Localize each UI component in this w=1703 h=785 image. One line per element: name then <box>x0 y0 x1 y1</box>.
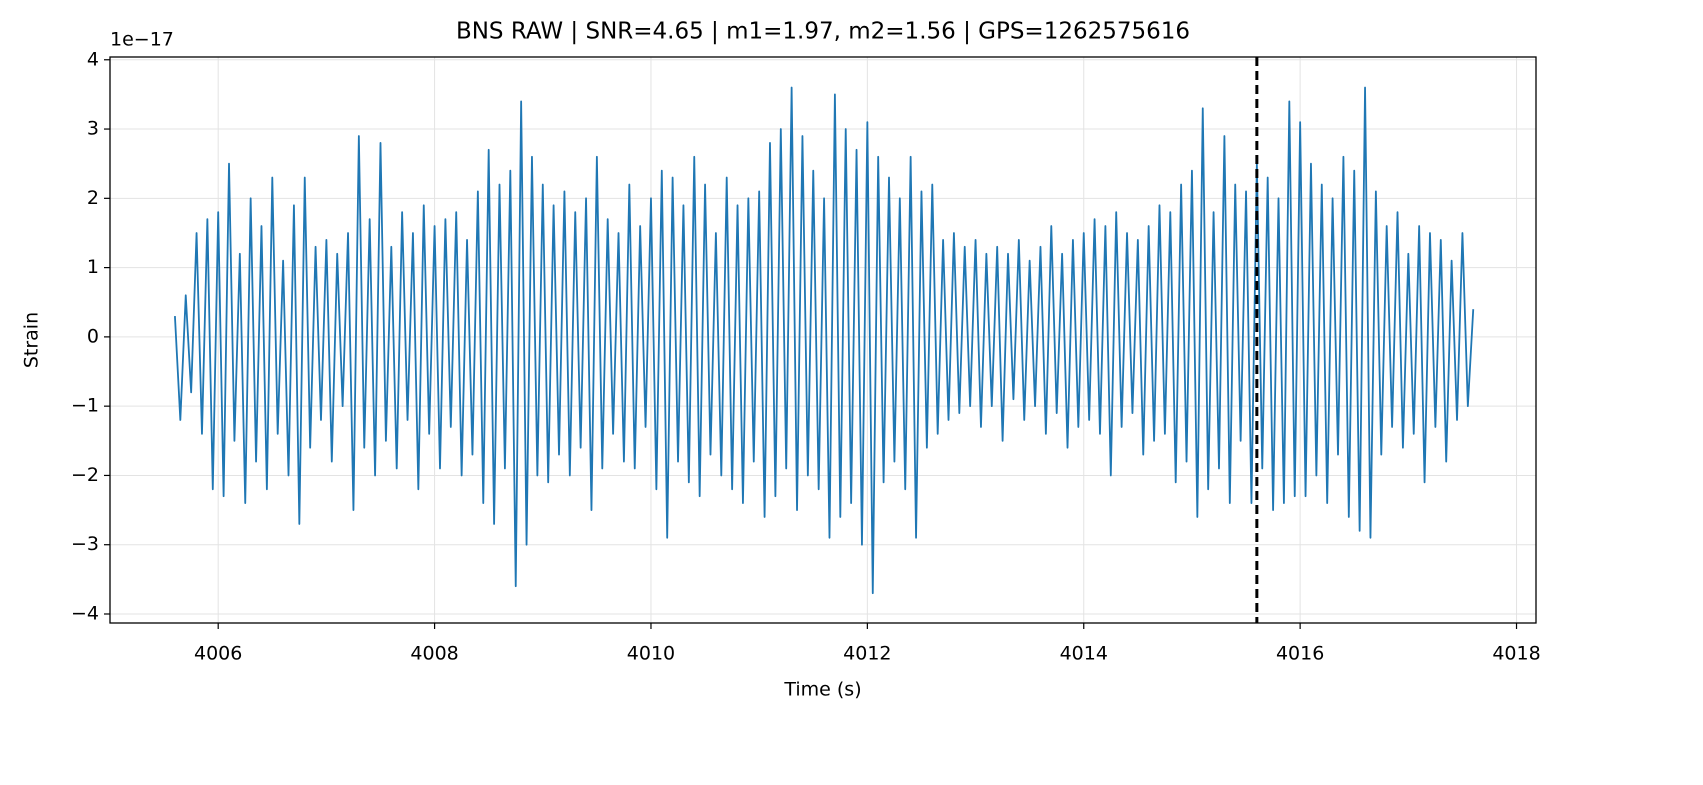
x-tick-label: 4012 <box>843 643 891 665</box>
y-tick-label: −1 <box>71 395 99 417</box>
x-tick-label: 4016 <box>1276 643 1324 665</box>
x-tick-label: 4010 <box>627 643 675 665</box>
y-axis-label: Strain <box>21 312 43 368</box>
y-tick-label: 0 <box>87 325 99 347</box>
plot-frame <box>109 56 1537 624</box>
y-tick-label: 2 <box>87 187 99 209</box>
x-tick-label: 4018 <box>1492 643 1540 665</box>
x-tick-label: 4008 <box>410 643 458 665</box>
y-tick-label: −4 <box>71 602 99 624</box>
y-tick-label: −3 <box>71 533 99 555</box>
chart-title: BNS RAW | SNR=4.65 | m1=1.97, m2=1.56 | … <box>456 19 1190 45</box>
x-tick-label: 4006 <box>194 643 242 665</box>
y-tick-label: −2 <box>71 464 99 486</box>
y-tick-label: 4 <box>87 48 99 70</box>
y-tick-label: 3 <box>87 118 99 140</box>
y-offset-label: 1e−17 <box>110 29 174 51</box>
strain-line <box>174 86 1475 595</box>
y-tick-label: 1 <box>87 256 99 278</box>
x-axis-label: Time (s) <box>783 679 861 701</box>
x-tick-label: 4014 <box>1060 643 1108 665</box>
